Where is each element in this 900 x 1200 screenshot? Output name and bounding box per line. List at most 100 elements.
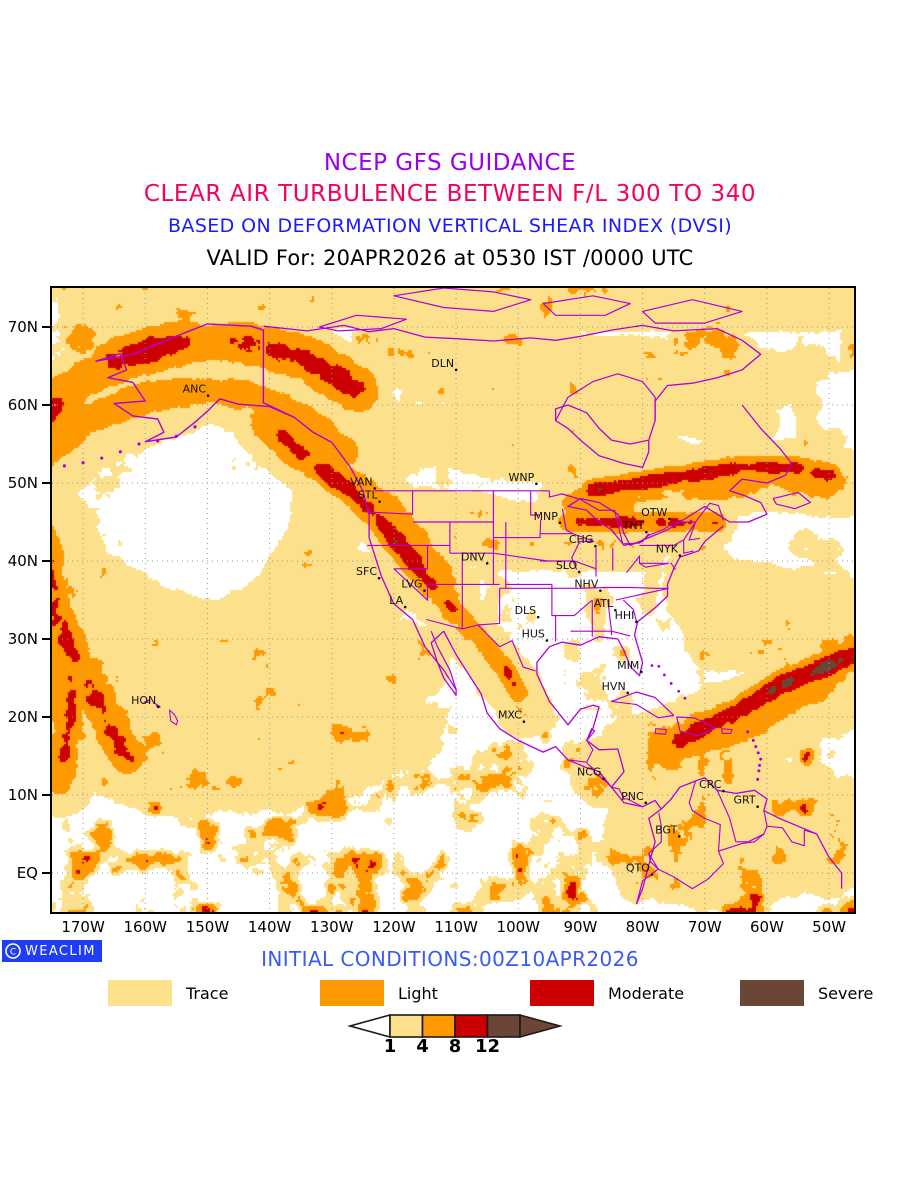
coastline-path xyxy=(721,728,733,734)
state-border xyxy=(570,630,631,637)
legend-item-moderate: Moderate xyxy=(530,979,684,1007)
city-label-text: NYK xyxy=(656,543,679,556)
city-label-crc: CRC xyxy=(699,778,725,793)
state-border xyxy=(571,540,595,570)
y-axis-tick-label: 10N xyxy=(7,786,38,804)
state-border xyxy=(615,587,669,601)
island-marker xyxy=(62,464,67,468)
city-label-bgt: BGT xyxy=(655,823,681,838)
legend-label: Light xyxy=(398,983,438,1003)
x-axis-tick-label: 90W xyxy=(563,918,598,936)
island-marker xyxy=(669,682,673,685)
y-axis-tick-label: 60N xyxy=(7,396,38,414)
city-marker-dot xyxy=(645,530,648,534)
state-border xyxy=(561,508,574,535)
city-label-otw: OTW xyxy=(641,506,671,521)
y-axis-tick-label: 50N xyxy=(7,474,38,492)
state-border xyxy=(551,584,593,617)
city-label-text: TNT xyxy=(622,519,645,532)
city-label-text: BGT xyxy=(655,823,677,836)
coastline-path xyxy=(430,630,457,690)
initial-conditions-label: INITIAL CONDITIONS:00Z10APR2026 xyxy=(261,947,639,971)
colorbar-swatches xyxy=(346,1013,564,1039)
state-border xyxy=(540,560,597,570)
state-border xyxy=(393,545,429,570)
y-axis-tick xyxy=(42,872,50,874)
coastline-path xyxy=(95,323,295,419)
city-label-text: SFC xyxy=(356,565,377,578)
colorbar-extend-low-arrow xyxy=(346,1013,391,1039)
island-marker xyxy=(757,769,761,773)
y-axis-tick-label: 70N xyxy=(7,318,38,336)
city-label-text: HVN xyxy=(602,680,626,693)
island-marker xyxy=(118,450,122,454)
city-marker-dot xyxy=(373,487,376,490)
coastline-path xyxy=(586,728,596,741)
y-axis-tick xyxy=(42,560,50,562)
island-marker xyxy=(156,439,160,443)
city-label-text: HUS xyxy=(522,628,545,641)
city-marker-dot xyxy=(485,562,489,565)
coastline-path xyxy=(611,786,643,808)
coastline-path xyxy=(536,525,724,788)
city-label-hon: HON xyxy=(131,694,160,709)
city-label-text: CHG xyxy=(569,533,593,546)
valid-time-label: VALID For: 20APR2026 at 0530 IST /0000 U… xyxy=(206,246,694,270)
city-label-mnp: MNP xyxy=(534,510,562,525)
island-marker xyxy=(657,664,661,668)
city-marker-dot xyxy=(635,620,638,624)
state-border xyxy=(499,586,633,589)
island-marker xyxy=(756,777,760,781)
city-marker-dot xyxy=(454,368,458,372)
city-marker-dot xyxy=(522,720,526,723)
city-marker-dot xyxy=(378,500,381,504)
island-marker xyxy=(677,689,681,693)
state-border xyxy=(426,588,501,630)
city-label-tnt: TNT xyxy=(622,519,648,534)
island-marker xyxy=(137,442,141,446)
y-axis-tick-label: EQ xyxy=(16,864,38,882)
legend-item-severe: Severe xyxy=(740,979,873,1007)
colorbar-segment xyxy=(421,1014,456,1038)
legend-swatch xyxy=(740,980,804,1006)
colorbar-tick-label: 8 xyxy=(448,1036,462,1057)
coastline-path xyxy=(542,295,631,316)
city-label-nyk: NYK xyxy=(656,543,682,557)
city-label-sfc: SFC xyxy=(356,565,381,580)
city-label-text: LA xyxy=(389,594,403,607)
state-border xyxy=(639,539,684,546)
colorbar-tick-label: 12 xyxy=(474,1036,501,1057)
city-label-ncg: NCG xyxy=(577,766,605,780)
colorbar-segment xyxy=(486,1014,521,1038)
coastline-path xyxy=(635,853,659,905)
city-marker-dot xyxy=(650,873,654,876)
city-marker-dot xyxy=(594,544,597,548)
coastline-path xyxy=(766,825,817,847)
legend-swatch xyxy=(530,980,594,1006)
x-axis-tick-label: 160W xyxy=(123,918,167,936)
x-axis-tick-label: 150W xyxy=(185,918,230,936)
city-label-text: ATL xyxy=(594,597,614,610)
coastline-path xyxy=(648,780,724,890)
city-marker-dot xyxy=(722,789,725,793)
y-axis-tick xyxy=(42,638,50,640)
state-border xyxy=(540,533,595,543)
legend-swatch xyxy=(108,980,172,1006)
map-plot-area[interactable]: ANC DLN VAN STL WNP MNP CHG OTW TNT NYK SFC LVG LA DN… xyxy=(50,286,856,914)
colorbar-tick-label: 1 xyxy=(383,1036,397,1057)
city-label-chg: CHG xyxy=(569,533,597,548)
coastline-path xyxy=(555,373,656,421)
cat-field-canvas xyxy=(52,288,854,912)
legend-swatch xyxy=(320,980,384,1006)
city-label-pnc: PNC xyxy=(621,790,648,805)
city-marker-dot xyxy=(377,576,381,580)
coastline-path xyxy=(143,699,151,703)
city-label-text: HON xyxy=(131,694,156,707)
city-marker-dot xyxy=(678,554,682,557)
city-label-dln: DLN xyxy=(431,357,458,372)
city-label-atl: ATL xyxy=(594,597,617,612)
city-label-text: OTW xyxy=(641,506,667,519)
city-label-mim: MIM xyxy=(617,659,643,674)
